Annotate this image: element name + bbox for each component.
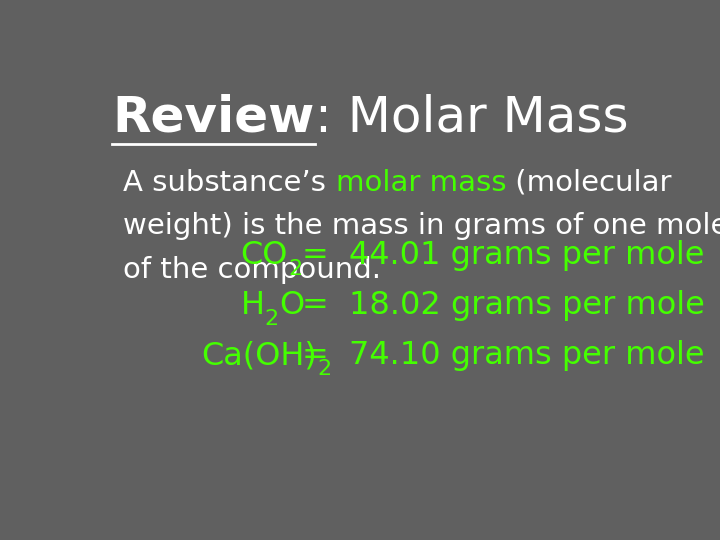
Text: molar mass: molar mass (336, 168, 506, 197)
Text: Review: Review (112, 94, 315, 142)
Text: 2: 2 (265, 309, 279, 329)
Text: : Molar Mass: : Molar Mass (315, 94, 629, 142)
Text: weight) is the mass in grams of one mole: weight) is the mass in grams of one mole (124, 212, 720, 240)
Text: O: O (279, 291, 304, 321)
Text: =  74.10 grams per mole: = 74.10 grams per mole (302, 340, 705, 371)
Text: A substance’s: A substance’s (124, 168, 336, 197)
Text: H: H (240, 291, 265, 321)
Text: =  44.01 grams per mole: = 44.01 grams per mole (302, 240, 705, 272)
Text: 2: 2 (318, 359, 332, 379)
Text: (molecular: (molecular (506, 168, 672, 197)
Text: =  18.02 grams per mole: = 18.02 grams per mole (302, 291, 705, 321)
Text: of the compound.: of the compound. (124, 256, 382, 284)
Text: Ca(OH): Ca(OH) (202, 340, 318, 371)
Text: CO: CO (240, 240, 288, 272)
Text: 2: 2 (288, 259, 302, 279)
